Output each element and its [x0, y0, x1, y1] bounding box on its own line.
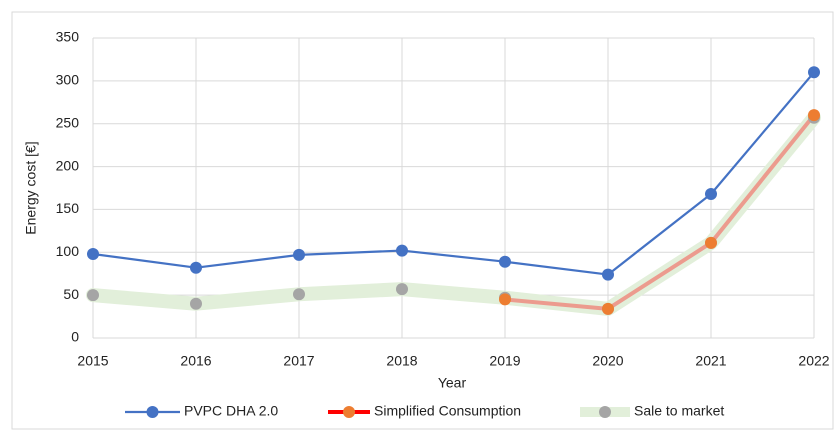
legend-label: Simplified Consumption [374, 403, 521, 419]
chart-frame [11, 11, 834, 430]
series-line [503, 113, 816, 311]
y-tick-label: 0 [71, 329, 79, 345]
x-axis-label: Year [438, 375, 467, 391]
x-tick-label: 2021 [695, 353, 726, 369]
x-tick-label: 2020 [592, 353, 623, 369]
data-point [293, 248, 305, 261]
legend-label: PVPC DHA 2.0 [184, 403, 278, 419]
series-line [91, 71, 816, 276]
y-tick-label: 150 [56, 200, 80, 216]
data-point [190, 261, 202, 274]
x-tick-label: 2018 [386, 353, 417, 369]
data-point [499, 293, 511, 306]
data-point [499, 255, 511, 268]
data-point [87, 289, 99, 302]
y-tick-label: 350 [56, 29, 80, 45]
data-point [396, 244, 408, 257]
y-tick-label: 50 [63, 286, 79, 302]
data-point [808, 66, 820, 79]
legend-marker [599, 406, 611, 418]
series-line [86, 110, 821, 316]
data-point [87, 248, 99, 260]
x-tick-label: 2016 [180, 353, 211, 369]
legend-marker [343, 406, 355, 418]
x-tick-label: 2022 [798, 353, 829, 369]
y-axis-label: Energy cost [€] [23, 141, 39, 234]
data-point [190, 297, 202, 310]
data-point [705, 188, 717, 200]
y-tick-label: 100 [56, 243, 80, 259]
x-tick-label: 2015 [77, 353, 108, 369]
data-point [602, 302, 614, 315]
data-point [705, 236, 717, 249]
data-point [293, 288, 305, 301]
legend-marker [146, 406, 159, 418]
x-tick-label: 2019 [489, 353, 520, 369]
data-point [396, 283, 408, 296]
legend-label: Sale to market [634, 403, 724, 419]
data-point [602, 268, 614, 281]
data-point [808, 109, 820, 122]
y-tick-label: 300 [56, 72, 80, 88]
x-tick-label: 2017 [283, 353, 314, 369]
y-tick-label: 250 [56, 114, 80, 130]
y-tick-label: 200 [56, 157, 80, 173]
